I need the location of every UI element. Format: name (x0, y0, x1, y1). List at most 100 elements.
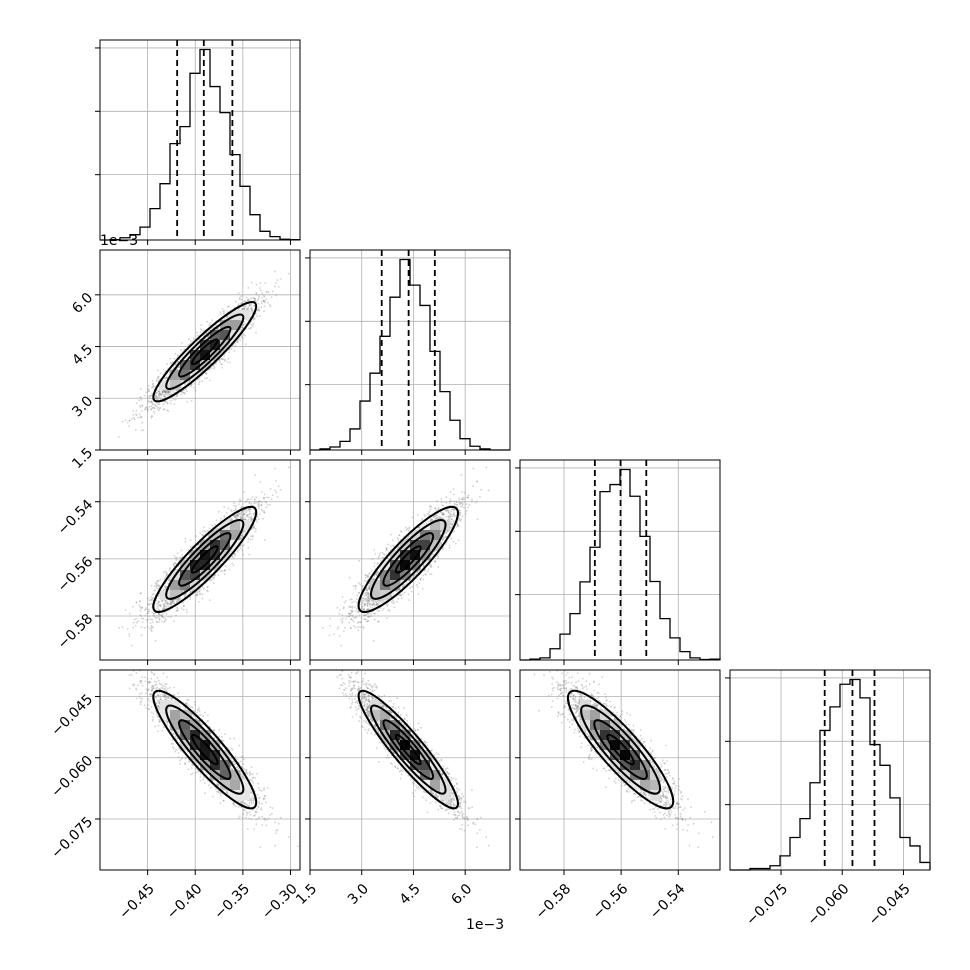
scatter-point (143, 394, 146, 397)
scatter-point (170, 601, 173, 604)
scatter-point (206, 377, 208, 379)
histogram-step-0 (100, 48, 301, 241)
scatter-point (150, 400, 153, 403)
scatter-point (221, 570, 224, 572)
scatter-point (257, 518, 260, 521)
scatter-point (250, 306, 253, 309)
scatter-point (162, 616, 165, 619)
scatter-point (258, 309, 261, 312)
density-cell (170, 380, 181, 391)
scatter-point (199, 593, 202, 595)
scatter-point (256, 515, 259, 518)
scatter-point (287, 272, 290, 275)
scatter-point (186, 390, 188, 393)
histogram-step-3 (730, 678, 931, 871)
scatter-point (161, 390, 164, 393)
scatter-point (177, 565, 180, 568)
scatter-point (269, 504, 271, 506)
scatter-point (174, 352, 177, 355)
scatter-point (258, 309, 261, 312)
scatter-point (250, 297, 252, 299)
scatter-point (261, 300, 263, 303)
scatter-point (158, 390, 161, 393)
scatter-point (252, 512, 255, 515)
scatter-point (239, 515, 242, 518)
scatter-point (133, 418, 136, 421)
scatter-point (198, 381, 201, 384)
scatter-point (151, 392, 154, 395)
scatter-point (223, 312, 225, 315)
density-cell (220, 320, 231, 331)
scatter-point (233, 552, 236, 555)
scatter-point (248, 299, 251, 301)
scatter-point (139, 614, 142, 616)
scatter-point (248, 507, 251, 510)
scatter-point (173, 391, 175, 393)
scatter-point (206, 585, 209, 588)
scatter-point (221, 363, 223, 366)
density-cell (170, 370, 181, 381)
scatter-point (252, 318, 255, 321)
scatter-point (167, 410, 170, 412)
scatter-point (250, 310, 253, 313)
scatter-point (250, 520, 253, 523)
scatter-point (169, 402, 172, 405)
scatter-point (251, 504, 254, 507)
scatter-point (148, 627, 151, 630)
contour-line-1 (178, 325, 232, 378)
scatter-point (220, 363, 223, 366)
contour-line-0 (190, 338, 219, 366)
scatter-point (240, 295, 243, 297)
scatter-point (243, 530, 246, 533)
scatter-point (132, 621, 135, 624)
scatter-point (253, 317, 256, 320)
scatter-panel-2-0: −0.58−0.56−0.54 (55, 459, 301, 665)
scatter-point (181, 391, 184, 393)
scatter-point (164, 602, 167, 604)
scatter-point (142, 429, 145, 431)
scatter-point (190, 400, 193, 402)
scatter-point (139, 605, 142, 608)
scatter-point (246, 515, 249, 518)
scatter-point (150, 400, 153, 402)
scatter-point (253, 499, 256, 502)
scatter-point (236, 340, 239, 342)
scatter-point (248, 304, 251, 307)
scatter-point (137, 416, 139, 419)
scatter-point (223, 506, 226, 508)
scatter-point (158, 609, 160, 611)
scatter-point (257, 507, 260, 509)
scatter-point (158, 393, 161, 395)
scatter-point (128, 419, 131, 422)
scatter-point (265, 501, 268, 504)
scatter-point (235, 517, 237, 520)
scatter-point (156, 408, 159, 410)
scatter-point (164, 390, 167, 392)
scatter-point (239, 498, 241, 501)
scatter-point (157, 390, 160, 392)
scatter-point (178, 366, 181, 368)
scatter-point (152, 386, 154, 389)
scatter-point (196, 331, 199, 334)
scatter-point (220, 358, 223, 360)
scatter-point (240, 512, 243, 514)
scatter-point (211, 319, 214, 322)
scatter-point (173, 562, 176, 565)
scatter-point (164, 396, 166, 398)
scatter-point (128, 425, 131, 427)
scatter-point (150, 596, 153, 598)
scatter-point (157, 406, 160, 409)
scatter-point (151, 415, 154, 417)
scatter-point (151, 593, 154, 596)
scatter-point (124, 419, 127, 421)
scatter-point (181, 342, 183, 344)
scatter-point (163, 391, 166, 393)
scatter-point (199, 328, 202, 330)
scatter-point (219, 311, 222, 314)
scatter-point (154, 394, 157, 397)
scatter-point (249, 512, 252, 515)
scatter-point (297, 247, 299, 249)
scatter-point (255, 291, 258, 294)
scatter-point (165, 377, 168, 379)
